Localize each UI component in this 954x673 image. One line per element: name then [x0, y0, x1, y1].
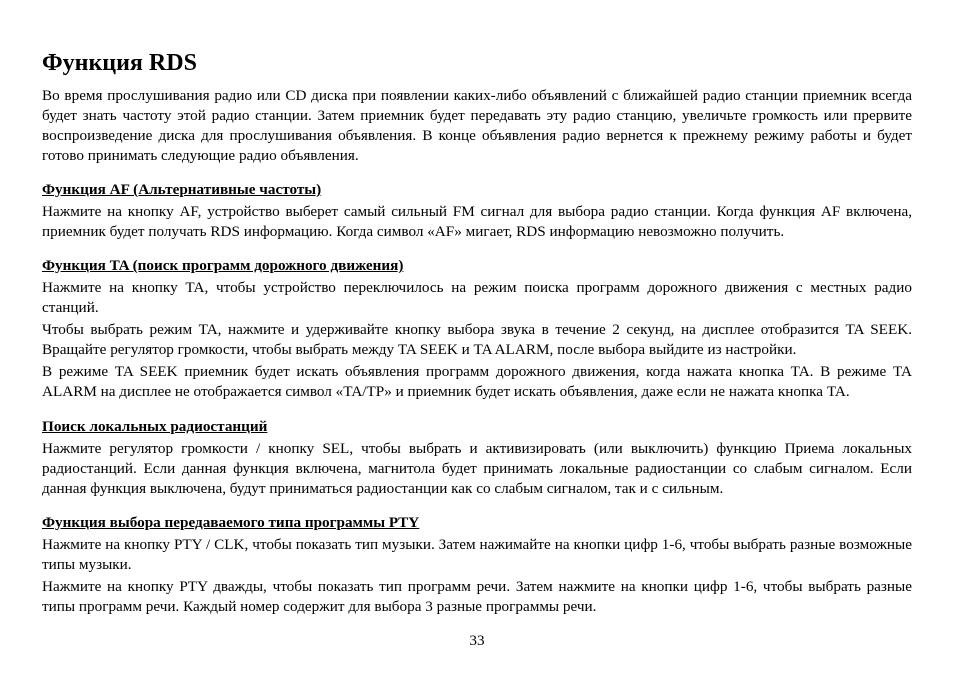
- pty-heading: Функция выбора передаваемого типа програ…: [42, 513, 912, 533]
- page-title: Функция RDS: [42, 48, 912, 80]
- local-heading: Поиск локальных радиостанций: [42, 417, 912, 437]
- intro-paragraph: Во время прослушивания радио или CD диск…: [42, 86, 912, 166]
- document-page: Функция RDS Во время прослушивания радио…: [0, 0, 954, 651]
- local-body: Нажмите регулятор громкости / кнопку SEL…: [42, 439, 912, 499]
- af-body: Нажмите на кнопку AF, устройство выберет…: [42, 202, 912, 242]
- page-number: 33: [42, 631, 912, 651]
- ta-paragraph-2: Чтобы выбрать режим TA, нажмите и удержи…: [42, 320, 912, 360]
- ta-heading: Функция TA (поиск программ дорожного дви…: [42, 256, 912, 276]
- pty-paragraph-1: Нажмите на кнопку PTY / CLK, чтобы показ…: [42, 535, 912, 575]
- af-heading: Функция AF (Альтернативные частоты): [42, 180, 912, 200]
- ta-paragraph-1: Нажмите на кнопку TA, чтобы устройство п…: [42, 278, 912, 318]
- pty-paragraph-2: Нажмите на кнопку PTY дважды, чтобы пока…: [42, 577, 912, 617]
- ta-paragraph-3: В режиме TA SEEK приемник будет искать о…: [42, 362, 912, 402]
